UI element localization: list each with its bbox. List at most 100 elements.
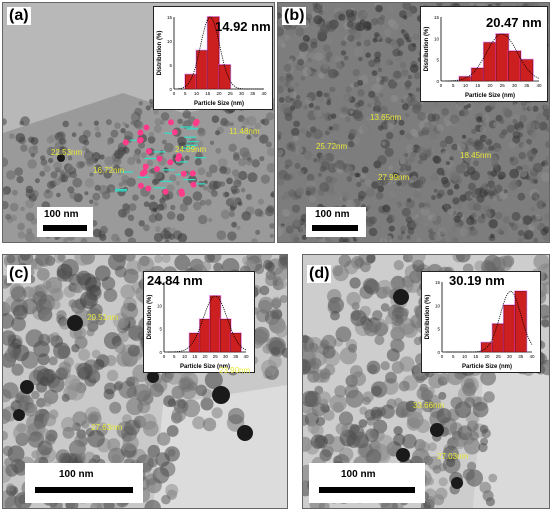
x-tick-label: 30 [512, 83, 518, 88]
measured-particle [180, 170, 187, 177]
measured-particle [189, 170, 196, 177]
y-tick-label: 0 [169, 87, 172, 92]
x-tick-label: 40 [243, 354, 249, 359]
histogram-d: 0 5 10 15 0 5 10 15 20 25 30 35 40 Particle Size (nm)… [425, 280, 535, 370]
y-tick-label: 10 [157, 303, 163, 308]
mean-size-label-a: 14.92 nm [215, 19, 271, 34]
y-tick-label: 0 [436, 79, 439, 84]
scale-bar-d [319, 487, 415, 493]
y-tick-label: 5 [169, 63, 172, 68]
x-tick-label: 25 [500, 83, 506, 88]
x-tick-label: 10 [462, 354, 468, 359]
x-tick-label: 10 [463, 83, 469, 88]
bar [520, 59, 534, 82]
measured-particle [142, 163, 149, 170]
bar [209, 295, 221, 353]
bar [503, 305, 516, 353]
scale-bar-label-d: 100 nm [341, 469, 376, 480]
y-axis-label: Distribution (%) [425, 295, 431, 340]
measurement-label: 33.66nm [413, 401, 445, 410]
y-tick-label: 15 [157, 280, 163, 285]
y-axis-label: Distribution (%) [424, 27, 430, 72]
mean-size-label-b: 20.47 nm [486, 15, 542, 30]
x-axis-label: Particle Size (nm) [462, 364, 512, 370]
x-axis-label: Particle Size (nm) [180, 364, 230, 370]
scale-bar-c [35, 487, 133, 493]
measured-particle [143, 124, 150, 131]
tem-panel-c: (c) 0 5 10 15 0 5 10 15 20 25 30 35 40 Particle Size … [2, 254, 288, 509]
measured-particle [171, 129, 178, 136]
x-tick-label: 40 [536, 83, 542, 88]
panel-letter-b: (b) [282, 7, 307, 25]
measurement-label: 23.90nm [219, 366, 251, 375]
x-tick-label: 30 [239, 91, 245, 96]
x-tick-label: 30 [507, 354, 513, 359]
scale-bar-label-b: 100 nm [315, 209, 350, 220]
y-tick-label: 15 [435, 280, 441, 285]
x-tick-label: 5 [452, 83, 455, 88]
y-tick-label: 15 [167, 15, 173, 20]
y-axis-label: Distribution (%) [157, 31, 163, 76]
bar [199, 319, 211, 353]
fit-curve [445, 33, 540, 82]
fit-curve [178, 16, 264, 90]
histogram-a: 0 5 10 15 0 5 10 15 20 25 30 35 40 Particle Size (nm)… [157, 15, 267, 107]
x-tick-label: 30 [223, 354, 229, 359]
panel-letter-c: (c) [7, 265, 31, 283]
tem-panel-a: (a) 0 5 10 15 0 5 10 15 20 25 30 35 40 Particle Size … [2, 2, 275, 243]
x-tick-label: 25 [496, 354, 502, 359]
size-distribution-inset-c: 0 5 10 15 0 5 10 15 20 25 30 35 40 Particle Size (nm)… [143, 271, 255, 373]
y-tick-label: 10 [167, 39, 173, 44]
measured-particle [193, 118, 200, 125]
scale-bar-b [312, 225, 358, 231]
y-tick-label: 15 [434, 15, 440, 20]
scale-bar-box-a: 100 nm [37, 207, 93, 237]
y-tick-label: 0 [159, 350, 162, 355]
measured-particle [167, 119, 174, 126]
x-tick-label: 0 [441, 354, 444, 359]
measured-particle [167, 159, 174, 166]
measurement-label: 13.65nm [370, 113, 402, 122]
bar [514, 291, 527, 353]
bar [230, 333, 242, 353]
mean-size-label-d: 30.19 nm [449, 273, 505, 288]
measured-particle [156, 155, 163, 162]
y-axis-label: Distribution (%) [147, 295, 153, 340]
size-distribution-inset-d: 0 5 10 15 0 5 10 15 20 25 30 35 40 Particle Size (nm)… [421, 271, 541, 373]
x-tick-label: 5 [173, 354, 176, 359]
measurement-label: 18.45nm [460, 151, 492, 160]
panel-letter-d: (d) [307, 265, 332, 283]
measured-particle [122, 139, 129, 146]
measured-particle [145, 185, 152, 192]
y-tick-label: 5 [159, 327, 162, 332]
scale-bar-box-c: 100 nm [25, 463, 143, 503]
x-tick-label: 15 [473, 354, 479, 359]
size-distribution-inset-a: 0 5 10 15 0 5 10 15 20 25 30 35 40 Particle Size (nm)… [153, 6, 273, 110]
measurement-label: 22.53nm [51, 148, 83, 157]
measurement-label: 27.63nm [91, 423, 123, 432]
y-tick-label: 0 [437, 350, 440, 355]
x-tick-label: 35 [233, 354, 239, 359]
measurement-label: 11.48nm [229, 127, 260, 136]
x-tick-label: 40 [529, 354, 535, 359]
x-axis-label: Particle Size (nm) [465, 93, 515, 99]
measured-particle [162, 188, 169, 195]
x-tick-label: 20 [484, 354, 490, 359]
measured-particle [153, 166, 160, 173]
measured-particle [190, 181, 197, 188]
size-distribution-inset-b: 0 5 10 15 0 5 10 15 20 25 30 35 40 Particle Size (nm)… [420, 6, 548, 102]
x-tick-label: 10 [194, 91, 200, 96]
bar [459, 76, 472, 82]
y-tick-label: 5 [437, 327, 440, 332]
measured-particle [178, 190, 185, 197]
x-tick-label: 25 [213, 354, 219, 359]
panel-letter-a: (a) [7, 7, 31, 25]
x-axis-label: Particle Size (nm) [194, 101, 244, 107]
scale-bar-label-a: 100 nm [44, 209, 79, 220]
bar [483, 42, 497, 82]
scale-bar-a [43, 225, 87, 231]
measured-particle [136, 137, 143, 144]
measurement-label: 25.72nm [316, 142, 348, 151]
tem-panel-d: (d) 0 5 10 15 0 5 10 15 20 25 30 35 40 Particle Size … [302, 254, 550, 509]
x-tick-label: 0 [440, 83, 443, 88]
